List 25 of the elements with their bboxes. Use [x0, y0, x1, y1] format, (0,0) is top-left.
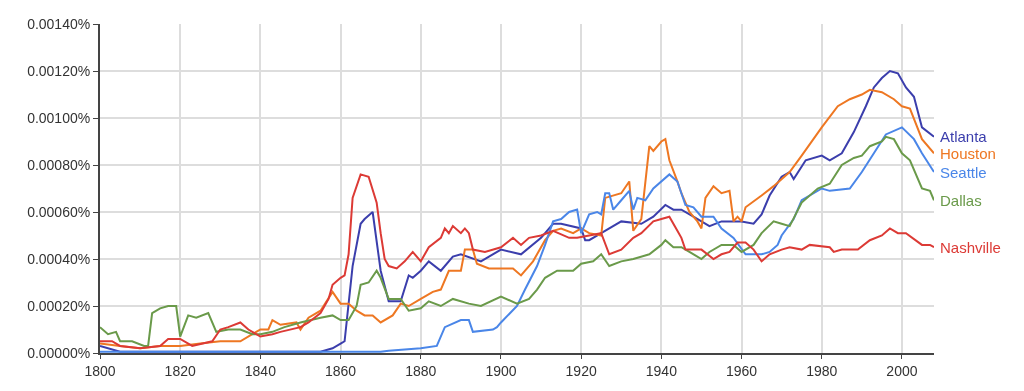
x-tick-label: 1980 [806, 362, 838, 379]
y-tick-label: 0.00080% [27, 156, 91, 173]
series-label: Dallas [940, 192, 982, 209]
x-tick-label: 1920 [565, 362, 597, 379]
x-tick-label: 1820 [164, 362, 196, 379]
y-tick-label: 0.00060% [27, 203, 91, 220]
series-label: Seattle [940, 164, 987, 181]
y-tick-label: 0.00120% [27, 62, 91, 79]
x-tick-label: 1960 [725, 362, 758, 379]
x-tick-label: 1940 [645, 362, 678, 379]
y-tick-label: 0.00040% [27, 250, 91, 267]
x-tick-label: 1840 [244, 362, 277, 379]
x-tick-label: 2000 [886, 362, 918, 379]
x-tick-label: 1800 [84, 362, 116, 379]
series-label: Nashville [940, 239, 1001, 256]
y-tick-label: 0.00020% [27, 297, 91, 314]
x-tick-label: 1860 [325, 362, 357, 379]
y-tick-label: 0.00100% [27, 109, 91, 126]
line-series [100, 173, 934, 350]
y-tick-label: 0.00000% [27, 344, 91, 361]
y-tick-label: 0.00140% [27, 15, 91, 32]
x-tick-label: 1880 [405, 362, 437, 379]
series-label: Houston [940, 145, 996, 162]
x-tick-label: 1900 [485, 362, 517, 379]
series-label: Atlanta [940, 128, 988, 145]
